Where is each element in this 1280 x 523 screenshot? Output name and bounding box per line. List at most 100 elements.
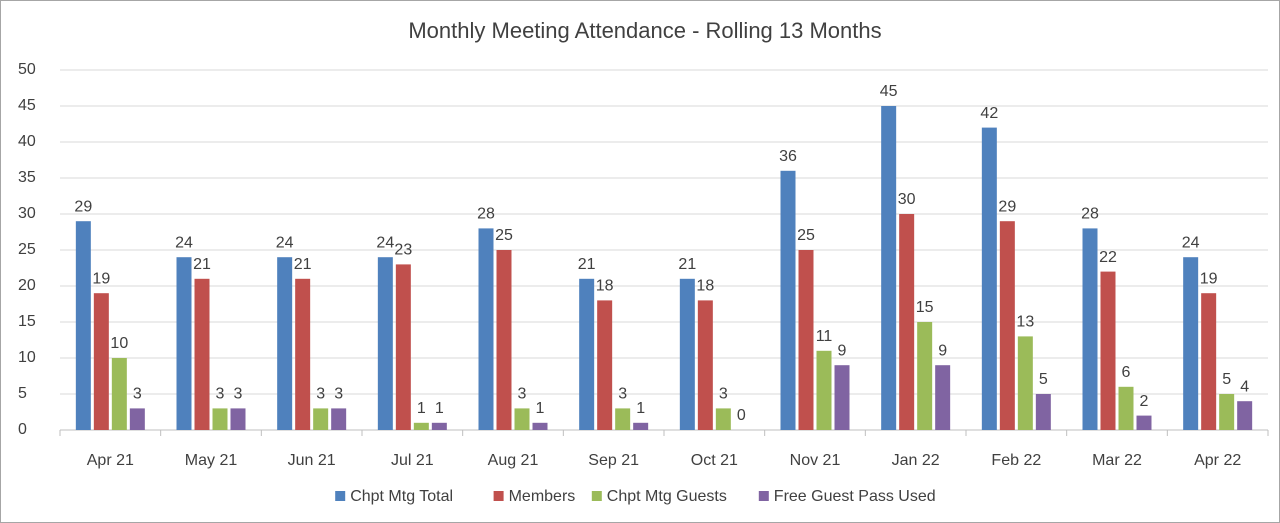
data-label: 5	[1222, 371, 1231, 388]
x-tick-label: Nov 21	[790, 452, 841, 469]
data-label: 18	[696, 278, 714, 295]
x-tick-label: Oct 21	[691, 452, 738, 469]
legend-swatch	[493, 491, 504, 501]
data-label: 28	[477, 206, 495, 223]
bar	[981, 127, 997, 430]
data-label: 3	[316, 386, 325, 403]
x-tick-label: Jul 21	[391, 452, 434, 469]
bar	[1219, 394, 1235, 430]
data-label: 6	[1122, 364, 1131, 381]
data-label: 3	[334, 386, 343, 403]
x-tick-label: Jan 22	[892, 452, 940, 469]
bar	[1237, 401, 1253, 430]
bar	[532, 422, 548, 430]
x-tick-label: May 21	[185, 452, 238, 469]
data-label: 21	[578, 256, 596, 273]
bar	[834, 365, 850, 430]
bar	[1118, 386, 1134, 430]
data-label: 28	[1081, 206, 1099, 223]
legend-label: Members	[509, 488, 576, 505]
data-label: 3	[618, 386, 627, 403]
bar	[697, 300, 713, 430]
bar	[615, 408, 631, 430]
data-label: 24	[276, 234, 294, 251]
legend-label: Free Guest Pass Used	[774, 488, 936, 505]
data-label: 3	[234, 386, 243, 403]
bar	[579, 278, 595, 430]
data-label: 24	[376, 234, 394, 251]
data-label: 29	[74, 198, 92, 215]
data-label: 29	[998, 198, 1016, 215]
data-label: 15	[916, 299, 934, 316]
data-label: 1	[536, 400, 545, 417]
data-label: 24	[1182, 234, 1200, 251]
data-label: 2	[1140, 393, 1149, 410]
data-label: 3	[216, 386, 225, 403]
y-tick-label: 15	[18, 313, 36, 330]
bar	[194, 278, 210, 430]
data-label: 3	[133, 386, 142, 403]
data-label: 21	[294, 256, 312, 273]
x-tick-label: Sep 21	[588, 452, 639, 469]
data-label: 21	[193, 256, 211, 273]
bar	[899, 214, 915, 430]
bar	[1017, 336, 1033, 430]
legend-swatch	[758, 491, 769, 501]
bar	[313, 408, 329, 430]
x-tick-label: Feb 22	[991, 452, 1041, 469]
data-label: 30	[898, 191, 916, 208]
bar	[129, 408, 145, 430]
y-tick-label: 35	[18, 169, 36, 186]
y-tick-label: 5	[18, 385, 27, 402]
bar	[514, 408, 530, 430]
bar	[1082, 228, 1098, 430]
bar	[75, 221, 91, 430]
x-tick-label: Mar 22	[1092, 452, 1142, 469]
bar	[295, 278, 311, 430]
x-tick-label: Aug 21	[488, 452, 539, 469]
data-label: 36	[779, 148, 797, 165]
bar	[111, 358, 127, 430]
data-label: 18	[596, 278, 614, 295]
data-label: 4	[1240, 378, 1249, 395]
bar	[597, 300, 613, 430]
data-label: 21	[678, 256, 696, 273]
bar	[176, 257, 192, 430]
bar	[679, 278, 695, 430]
data-label: 9	[938, 342, 947, 359]
bar	[715, 408, 731, 430]
bar	[377, 257, 393, 430]
bar	[230, 408, 246, 430]
data-label: 19	[1200, 270, 1218, 287]
y-tick-label: 40	[18, 133, 36, 150]
y-tick-label: 0	[18, 421, 27, 438]
bar	[277, 257, 293, 430]
x-tick-label: Apr 22	[1194, 452, 1241, 469]
data-label: 9	[838, 342, 847, 359]
bar	[1201, 293, 1217, 430]
bar	[798, 250, 814, 430]
bar	[93, 293, 109, 430]
bar	[1100, 271, 1116, 430]
y-tick-label: 50	[18, 61, 36, 78]
legend-swatch	[591, 491, 602, 501]
bar	[431, 422, 447, 430]
y-tick-label: 25	[18, 241, 36, 258]
x-tick-label: Jun 21	[288, 452, 336, 469]
bar	[331, 408, 347, 430]
bar	[816, 350, 832, 430]
bar	[1183, 257, 1199, 430]
bar	[917, 322, 933, 430]
y-tick-label: 10	[18, 349, 36, 366]
x-tick-label: Apr 21	[87, 452, 134, 469]
bar	[212, 408, 228, 430]
y-tick-label: 20	[18, 277, 36, 294]
legend-label: Chpt Mtg Total	[350, 488, 453, 505]
y-tick-label: 45	[18, 97, 36, 114]
data-label: 45	[880, 83, 898, 100]
data-label: 23	[394, 242, 412, 259]
data-label: 25	[797, 227, 815, 244]
data-label: 1	[636, 400, 645, 417]
data-label: 25	[495, 227, 513, 244]
